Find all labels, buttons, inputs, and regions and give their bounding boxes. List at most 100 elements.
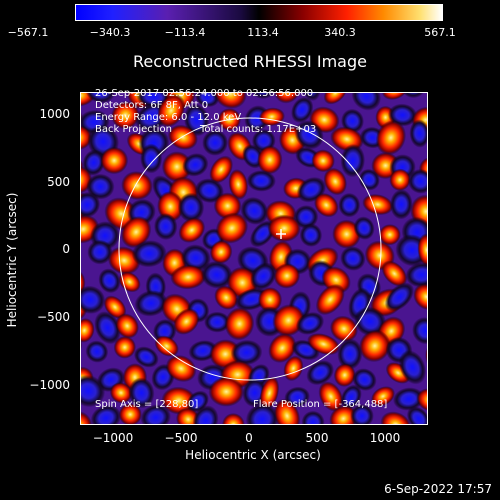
hot-spot — [380, 411, 412, 424]
hot-spot — [111, 101, 140, 130]
hot-spot — [311, 149, 335, 173]
cold-spot — [140, 143, 163, 174]
colorbar-tick: 567.1 — [424, 26, 456, 39]
colorbar-tick: 113.4 — [247, 26, 279, 39]
hot-spot — [362, 193, 394, 216]
hot-spot — [359, 329, 391, 363]
detectors-label: Detectors: 6F 8F, Att 0 — [95, 100, 209, 111]
hot-spot — [213, 192, 242, 220]
cold-spot — [140, 404, 171, 424]
hot-spot — [389, 168, 411, 191]
cold-spot — [294, 120, 324, 150]
hot-spot — [161, 151, 192, 183]
cold-spot — [195, 93, 220, 108]
x-tick-label: −1000 — [92, 431, 134, 445]
hot-spot — [371, 386, 395, 407]
cold-spot — [295, 311, 325, 335]
cold-spot — [81, 374, 106, 408]
image-blobs — [81, 93, 427, 424]
cold-spot — [200, 261, 233, 289]
method-label: Back Projection — [95, 124, 172, 135]
y-tick-label: 1000 — [39, 107, 70, 121]
cold-spot — [128, 377, 155, 409]
total-counts-label: Total counts: 1.17E+03 — [200, 124, 317, 135]
cold-spot — [300, 93, 321, 101]
hot-spot — [378, 224, 401, 246]
energy-range-label: Energy Range: 6.0 - 12.0 keV — [95, 112, 242, 123]
hot-spot — [257, 145, 283, 175]
spin-axis-label: Spin Axis = [228,80] — [95, 399, 199, 410]
cold-spot — [250, 262, 277, 291]
hot-spot — [165, 354, 197, 383]
x-axis-label: Heliocentric X (arcsec) — [185, 448, 321, 462]
y-tick-label: −1000 — [29, 378, 70, 392]
hot-spot — [109, 382, 133, 404]
cold-spot — [352, 368, 377, 391]
cold-spot — [86, 173, 115, 200]
cold-spot — [246, 170, 276, 192]
hot-spot — [157, 93, 186, 128]
hot-spot — [173, 308, 200, 335]
hot-spot — [375, 120, 407, 156]
hot-spot — [121, 171, 153, 201]
rhessi-image-svg — [81, 93, 427, 424]
cold-spot — [85, 340, 109, 363]
hot-spot — [81, 93, 96, 107]
cold-spot — [182, 153, 209, 177]
hot-spot — [314, 192, 339, 218]
hot-spot — [417, 233, 427, 267]
cold-spot — [202, 129, 229, 156]
cold-spot — [406, 406, 427, 424]
hot-spot — [215, 212, 249, 244]
cold-spot — [194, 178, 224, 204]
hot-spot — [268, 333, 297, 363]
hot-spot — [208, 376, 245, 407]
hot-spot — [329, 405, 358, 424]
hot-spot — [318, 381, 344, 412]
hot-spot — [81, 318, 95, 343]
hot-spot — [178, 217, 206, 243]
cold-spot — [340, 143, 366, 178]
hot-spot — [120, 215, 152, 249]
hot-spot — [333, 363, 356, 387]
cold-spot — [192, 405, 219, 424]
hot-spot — [167, 124, 198, 150]
hot-spot — [118, 403, 142, 424]
spin-axis-marker — [276, 229, 286, 239]
hot-spot — [154, 335, 179, 357]
hot-spot — [214, 285, 239, 310]
hot-spot — [175, 407, 201, 424]
cold-spot — [291, 96, 314, 123]
hot-spot — [228, 169, 249, 200]
hot-spot — [113, 335, 136, 359]
hot-spot — [323, 93, 348, 105]
hot-spot — [315, 283, 345, 316]
colorbar-tick: −567.1 — [7, 26, 49, 39]
hot-spot — [170, 264, 207, 290]
cold-spot — [389, 189, 413, 220]
hot-spot — [257, 287, 283, 313]
cold-spot — [85, 93, 115, 104]
cold-spot — [245, 403, 279, 424]
cold-spot — [134, 290, 168, 317]
cold-spot — [180, 244, 211, 272]
cold-spot — [337, 338, 363, 370]
time-range-label: 26-Sep-2017 02:56:24.000 to 02:56:56.000 — [95, 88, 314, 99]
cold-spot — [301, 410, 325, 424]
datestamp: 6-Sep-2022 17:57 — [384, 482, 492, 496]
cold-spot — [354, 306, 387, 337]
hot-spot — [100, 146, 129, 175]
hot-spot — [413, 283, 427, 311]
x-tick-label: −500 — [164, 431, 198, 445]
hot-spot — [115, 313, 139, 339]
cold-spot — [82, 149, 106, 176]
cold-spot — [90, 404, 122, 424]
hot-spot — [381, 260, 408, 287]
cold-spot — [230, 339, 263, 366]
hot-spot — [329, 315, 359, 342]
cold-spot — [398, 350, 427, 385]
cold-spot — [81, 191, 101, 218]
hot-spot — [81, 165, 93, 194]
cold-spot — [340, 246, 366, 271]
hot-spot — [416, 388, 427, 412]
